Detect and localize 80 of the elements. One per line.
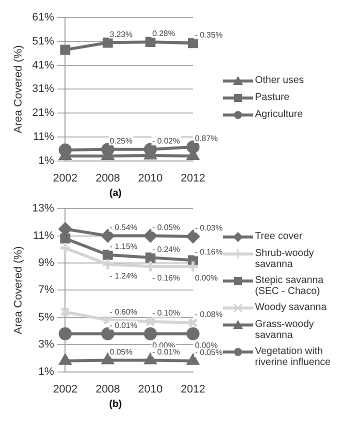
- annotation: 3.23%: [110, 30, 132, 39]
- y-axis-title: Area Covered (%): [12, 45, 25, 134]
- point: [60, 233, 70, 244]
- point: [187, 354, 199, 365]
- annotation: 0.05%: [110, 347, 132, 356]
- legend-label: Shrub-woody savanna: [255, 248, 315, 270]
- x-tick-label: 2008: [96, 383, 120, 396]
- y-tick-label: 7%: [38, 284, 54, 296]
- point: [188, 38, 198, 48]
- y-tick-label: 3%: [38, 338, 54, 351]
- y-tick-label: 41%: [32, 59, 54, 72]
- annotation: - 0.08%: [195, 310, 223, 320]
- point: [102, 354, 114, 364]
- point: [60, 44, 70, 55]
- y-tick-label: 21%: [32, 107, 54, 120]
- x-tick-label: 2002: [52, 172, 78, 184]
- annotation: 0.00%: [195, 274, 218, 283]
- point: [102, 38, 113, 48]
- annotation: - 0.54%: [110, 223, 138, 232]
- legend-label: Stepic savanna (SEC - Chaco): [255, 274, 324, 296]
- legend-label: Tree cover: [255, 230, 302, 242]
- annotation: - 0.02%: [152, 136, 180, 146]
- point: [101, 229, 114, 242]
- y-tick-label: 51%: [32, 36, 54, 48]
- y-tick-label: 11%: [33, 130, 54, 143]
- point: [145, 36, 156, 47]
- annotation: 0.00%: [195, 340, 218, 350]
- x-tick-label: 2010: [138, 172, 163, 184]
- point: [59, 354, 72, 365]
- annotation: - 0.01%: [110, 320, 138, 330]
- point: [186, 230, 200, 243]
- annotation: - 0.16%: [152, 274, 180, 283]
- text: (b): [108, 399, 123, 410]
- point: [145, 252, 156, 263]
- point: [144, 354, 156, 364]
- annotation: 0.87%: [195, 134, 218, 144]
- y-tick-label: 5%: [38, 311, 54, 324]
- point: [58, 327, 72, 340]
- annotation: - 0.03%: [195, 224, 223, 233]
- annotation: - 0.01%: [152, 347, 180, 356]
- x-tick-label: 2012: [180, 383, 206, 396]
- annotation: 0.00%: [152, 340, 176, 350]
- point: [144, 229, 157, 242]
- x-tick-label: 2012: [180, 172, 206, 184]
- legend-label: Vegetation with riverine influence: [255, 346, 332, 368]
- annotation: - 1.15%: [110, 242, 138, 252]
- legend-label: Pasture: [255, 92, 290, 103]
- annotation: - 0.16%: [195, 247, 223, 256]
- y-tick-label: 61%: [32, 12, 54, 24]
- y-tick-label: 31%: [32, 83, 54, 96]
- point: [144, 260, 157, 273]
- annotation: - 0.10%: [152, 308, 180, 318]
- legend-label: Grass-woody savanna: [255, 318, 315, 340]
- y-axis-title: Area Covered (%): [12, 246, 25, 334]
- annotation: - 0.60%: [110, 307, 138, 316]
- y-tick-label: 13%: [32, 202, 54, 215]
- point: [186, 327, 200, 340]
- x-tick-label: 2010: [138, 383, 163, 396]
- legend-label: Woody savanna: [255, 302, 327, 312]
- point: [144, 327, 157, 340]
- annotation: 0.28%: [152, 29, 176, 38]
- legend-label: Agriculture: [255, 109, 303, 120]
- x-tick-label: 2002: [52, 383, 78, 396]
- y-tick-label: 9%: [38, 257, 54, 270]
- x-tick-label: 2008: [96, 172, 120, 184]
- y-tick-label: 11%: [33, 230, 54, 242]
- point: [145, 316, 156, 327]
- point: [101, 327, 114, 340]
- annotation: - 0.05%: [152, 223, 180, 232]
- point: [102, 250, 113, 260]
- y-tick-label: 1%: [38, 154, 54, 167]
- annotation: - 0.05%: [195, 348, 223, 358]
- text: (a): [108, 188, 123, 199]
- point: [101, 258, 114, 271]
- legend-label: Other uses: [255, 75, 304, 86]
- y-tick-label: 1%: [38, 366, 54, 378]
- annotation: - 0.24%: [152, 244, 180, 254]
- annotation: - 1.24%: [110, 272, 138, 281]
- annotation: 0.25%: [110, 136, 132, 146]
- annotation: - 0.35%: [195, 30, 223, 40]
